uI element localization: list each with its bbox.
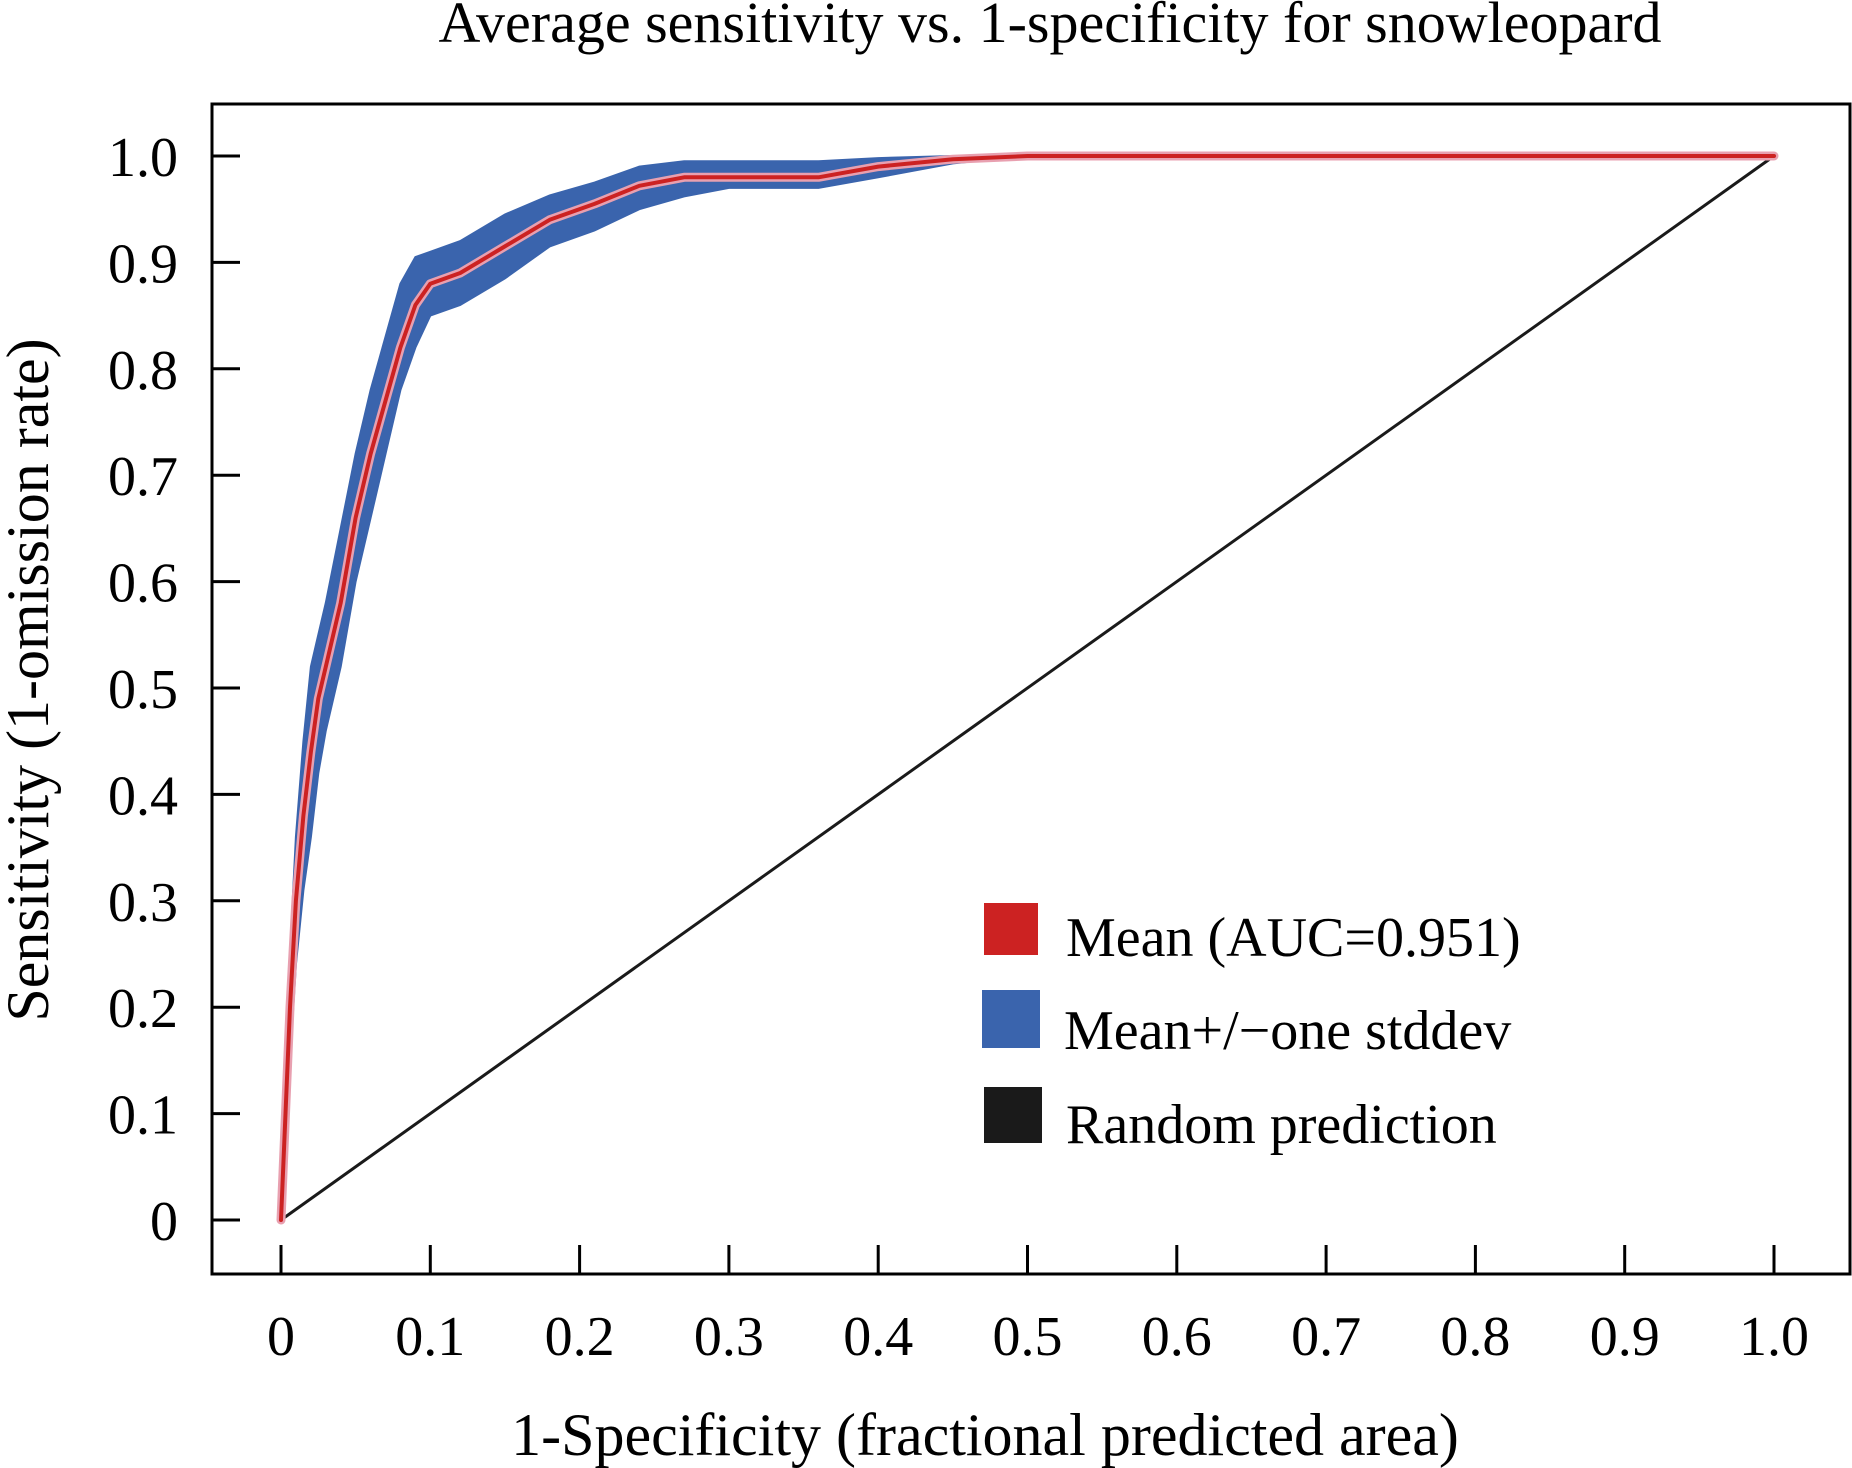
x-axis: 0 0.1 0.2 0.3 0.4 0.5 0.6 0.7 0.8 0.9 1.0 — [267, 1245, 1809, 1368]
x-tick-label: 0.4 — [843, 1306, 913, 1368]
x-tick-label: 0.9 — [1590, 1306, 1660, 1368]
legend-label: Random prediction — [1066, 1094, 1497, 1156]
y-tick-label: 0 — [150, 1191, 178, 1253]
x-tick-label: 0.6 — [1142, 1306, 1212, 1368]
y-tick-label: 0.5 — [108, 659, 178, 721]
plot-area — [210, 102, 1852, 1276]
random-prediction-line — [280, 154, 1775, 1222]
legend-swatch — [984, 1087, 1042, 1143]
y-axis: 0 0.1 0.2 0.3 0.4 0.5 0.6 0.7 0.8 0.9 1.0 — [108, 127, 240, 1253]
legend-label: Mean (AUC=0.951) — [1066, 907, 1521, 969]
legend: Mean (AUC=0.951) Mean+/−one stddev Random … — [982, 903, 1521, 1156]
y-tick-label: 1.0 — [108, 127, 178, 189]
x-tick-label: 0.7 — [1291, 1306, 1361, 1368]
y-tick-label: 0.4 — [108, 765, 178, 827]
y-tick-label: 0.6 — [108, 553, 178, 615]
legend-label: Mean+/−one stddev — [1064, 1000, 1511, 1062]
x-tick-label: 1.0 — [1739, 1306, 1809, 1368]
y-tick-label: 0.7 — [108, 446, 178, 508]
x-tick-label: 0 — [267, 1306, 295, 1368]
y-tick-label: 0.8 — [108, 340, 178, 402]
x-tick-label: 0.8 — [1440, 1306, 1510, 1368]
stddev-band-layer — [280, 155, 1028, 1221]
x-tick-label: 0.5 — [993, 1306, 1063, 1368]
mean-curve — [279, 154, 1776, 1222]
line-layer — [276, 151, 1779, 1225]
chart-title: Average sensitivity vs. 1-specificity fo… — [438, 0, 1661, 55]
y-tick-label: 0.3 — [108, 872, 178, 934]
x-tick-label: 0.2 — [545, 1306, 615, 1368]
stddev-band — [280, 155, 1028, 1221]
y-tick-label: 0.2 — [108, 978, 178, 1040]
legend-swatch — [982, 990, 1040, 1048]
legend-swatch — [984, 903, 1038, 955]
x-tick-label: 0.1 — [395, 1306, 465, 1368]
y-axis-title: Sensitivity (1-omission rate) — [0, 338, 61, 1021]
y-tick-label: 0.9 — [108, 233, 178, 295]
x-tick-label: 0.3 — [694, 1306, 764, 1368]
y-tick-label: 0.1 — [108, 1085, 178, 1147]
x-axis-title: 1-Specificity (fractional predicted area… — [511, 1402, 1459, 1468]
